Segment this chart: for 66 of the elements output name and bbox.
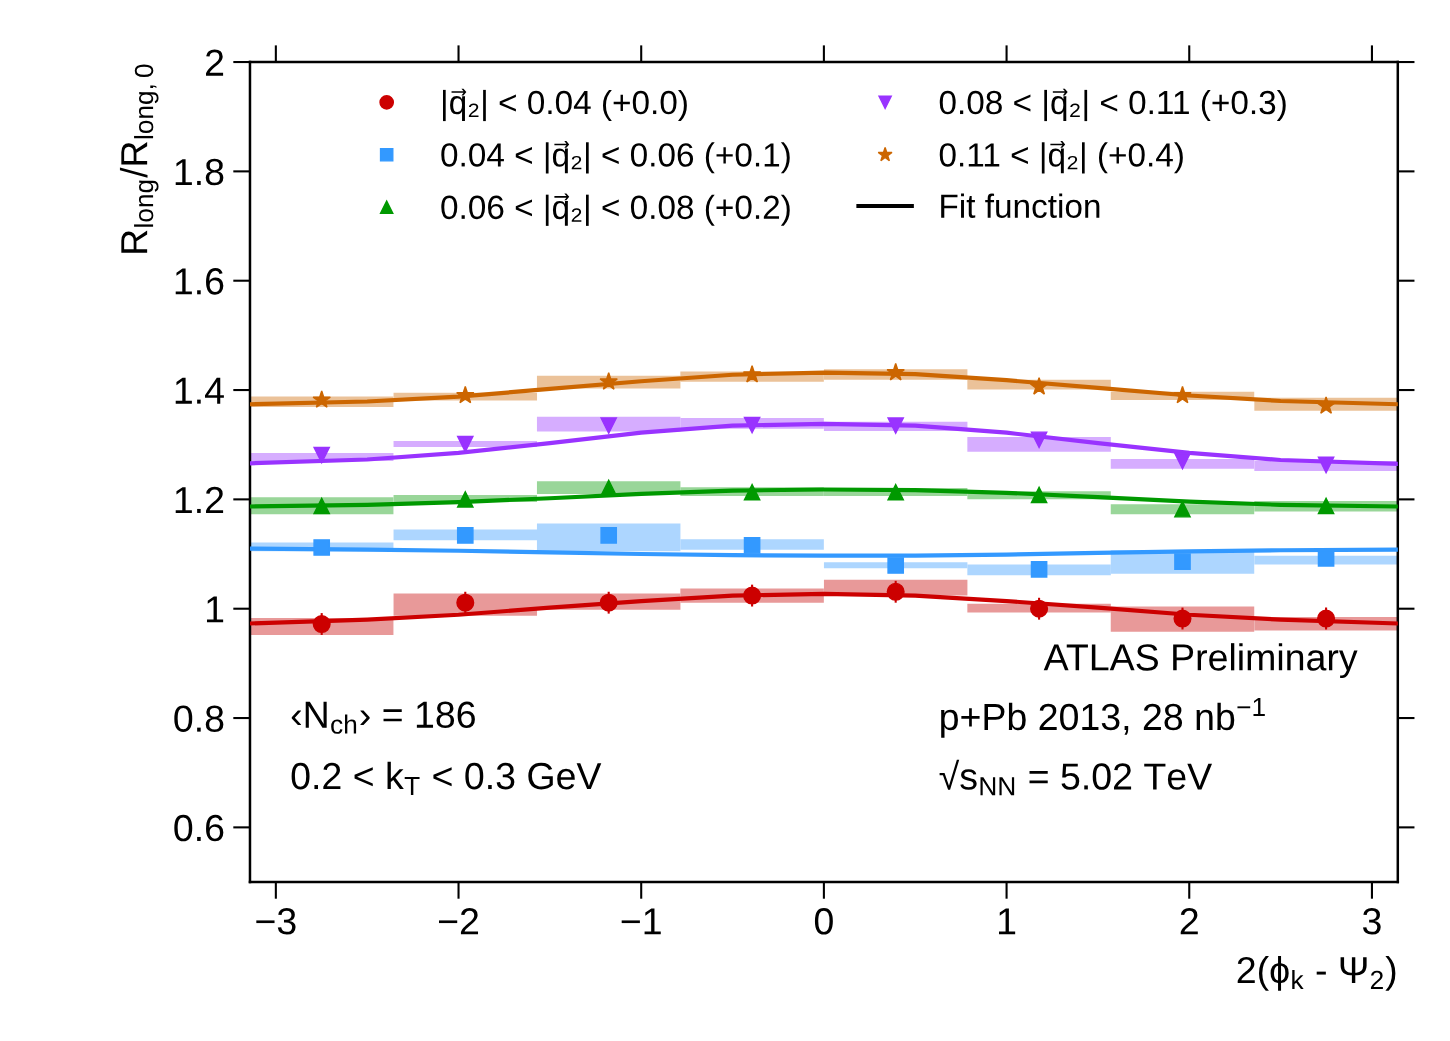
point <box>1317 456 1335 474</box>
point <box>1173 385 1192 404</box>
legend-label: |q⃗₂| < 0.04 (+0.0) <box>442 88 687 122</box>
x-tick-label: −3 <box>256 908 296 935</box>
point <box>1030 431 1048 449</box>
point <box>313 539 331 556</box>
point <box>456 593 475 612</box>
point <box>1174 553 1191 571</box>
point <box>887 557 905 574</box>
annotation: ATLAS Preliminary <box>1043 643 1358 679</box>
x-tick-label: −1 <box>621 908 661 935</box>
point <box>312 614 331 634</box>
point <box>456 491 474 508</box>
y-tick-label: 1 <box>206 596 224 623</box>
point <box>600 527 618 544</box>
annotation: ‹N$_{ch}$› = 186 <box>291 701 475 734</box>
point <box>887 417 905 434</box>
point <box>886 582 905 601</box>
legend-label: 0.06 < |q⃗₂| < 0.08 (+0.2) <box>441 193 790 226</box>
point <box>1316 396 1336 414</box>
y-tick-label: 1.8 <box>175 158 224 186</box>
point <box>1173 609 1192 628</box>
x-tick-label: −2 <box>439 908 479 935</box>
point <box>456 435 474 453</box>
annotation: p+Pb 2013, 28 nb$^{−1}$ <box>941 697 1265 738</box>
legend-label: 0.04 < |q⃗₂| < 0.06 (+0.1) <box>441 141 790 174</box>
point <box>313 446 331 464</box>
point <box>743 586 762 605</box>
legend-label: 0.11 < |q⃗₂| (+0.4) <box>939 141 1183 174</box>
point <box>599 372 618 390</box>
x-tick-label: 1 <box>999 908 1016 935</box>
point <box>743 483 761 501</box>
point <box>600 417 618 434</box>
annotation: √s$_{NN}$ = 5.02 TeV <box>939 759 1213 796</box>
point <box>1029 377 1049 395</box>
y-tick-label: 1.6 <box>175 268 224 295</box>
point <box>456 527 474 544</box>
x-tick-label: 2 <box>1180 908 1198 935</box>
point <box>599 593 618 612</box>
y-tick-label: 1.2 <box>175 486 224 513</box>
y-tick-label: 0.6 <box>174 814 224 842</box>
point <box>743 536 761 554</box>
point <box>886 362 905 381</box>
point <box>1030 599 1049 618</box>
point <box>1317 497 1335 515</box>
y-axis-title: R$_{long}$/R$_{long,0}$ <box>119 64 159 253</box>
annotation: 0.2 < k$_{T}$ < 0.3 GeV <box>291 761 602 795</box>
point <box>887 483 905 501</box>
point <box>1030 486 1048 504</box>
x-axis-title: 2(ϕ$_{k}$ - Ψ$_{2}$) <box>1237 955 1396 991</box>
legend-label: 0.08 < |q⃗₂| < 0.11 (+0.3) <box>939 88 1286 122</box>
point <box>1174 452 1191 470</box>
point <box>1317 609 1336 628</box>
point <box>742 365 762 383</box>
y-tick-label: 2 <box>206 49 224 76</box>
point <box>313 497 331 515</box>
point <box>456 385 475 404</box>
x-tick-label: 3 <box>1362 908 1381 935</box>
point <box>312 390 331 408</box>
x-tick-label: 0 <box>814 908 833 935</box>
y-tick-label: 1.4 <box>175 377 224 404</box>
point <box>1030 561 1048 578</box>
legend-label: Fit function <box>941 193 1100 218</box>
point <box>743 416 761 434</box>
point <box>1317 550 1335 567</box>
y-tick-label: 0.8 <box>174 705 224 732</box>
